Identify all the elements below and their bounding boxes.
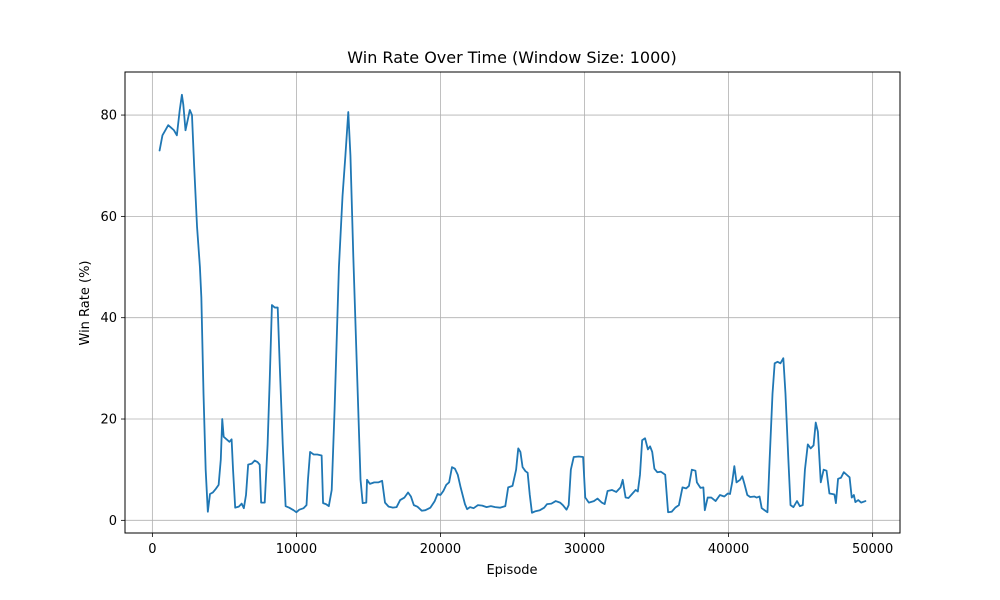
y-tick-label: 40	[100, 311, 117, 326]
y-axis-label: Win Rate (%)	[78, 261, 93, 346]
x-tick-label: 30000	[564, 542, 605, 557]
x-tick-label: 10000	[276, 542, 317, 557]
y-tick-label: 60	[100, 210, 117, 225]
x-axis-label: Episode	[486, 563, 537, 578]
x-tick-label: 50000	[852, 542, 893, 557]
y-tick-label: 0	[109, 514, 117, 529]
x-tick-label: 20000	[420, 542, 461, 557]
axes-frame	[124, 71, 901, 534]
x-tick-label: 40000	[708, 542, 749, 557]
ticks: 0 10000 20000 30000 40000 50000 0 20 40 60 80	[100, 109, 893, 557]
x-tick-label: 0	[148, 542, 156, 557]
y-tick-label: 80	[100, 109, 117, 124]
chart-title: Win Rate Over Time (Window Size: 1000)	[347, 48, 676, 67]
win-rate-line	[158, 93, 867, 514]
grid	[125, 72, 900, 533]
plot-area	[158, 93, 867, 514]
y-tick-label: 20	[100, 413, 117, 428]
